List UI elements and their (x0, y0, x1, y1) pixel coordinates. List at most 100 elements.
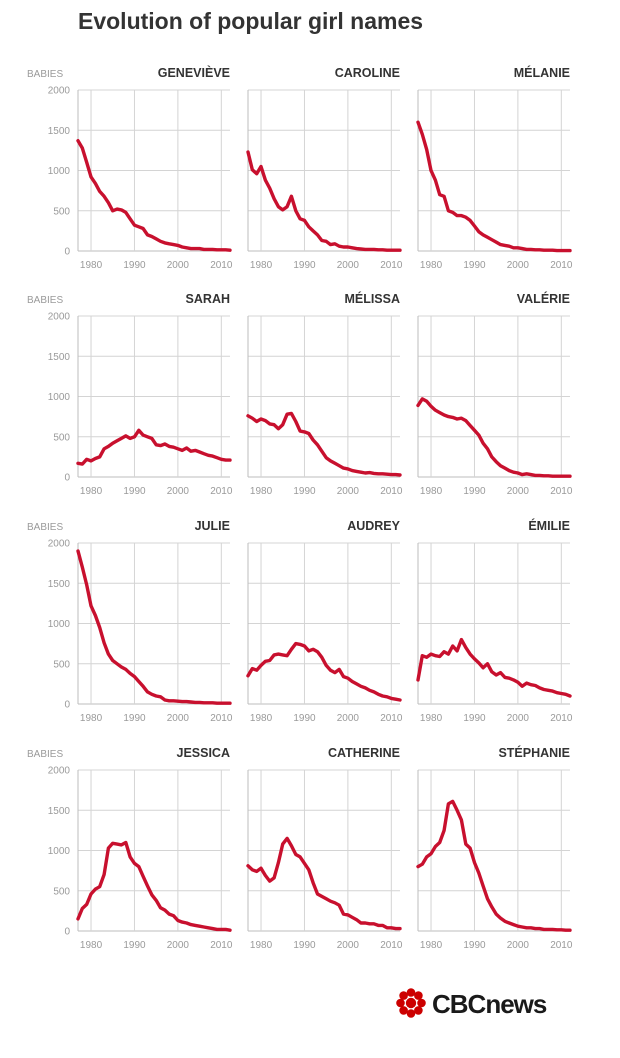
x-tick-label: 1980 (420, 260, 443, 271)
small-multiples-chart-grid: 0 500 1000 1500 2000 1980 1990 2000 2010 BABIES GE… (27, 65, 573, 951)
x-tick-label: 1980 (250, 940, 273, 951)
y-tick-label: 2000 (48, 86, 71, 97)
x-tick-label: 2000 (507, 486, 530, 497)
series-line-melissa (246, 411, 402, 477)
x-tick-label: 2010 (380, 940, 403, 951)
x-tick-label: 1990 (123, 940, 146, 951)
x-tick-label: 2010 (380, 713, 403, 724)
y-tick-label: 0 (64, 927, 70, 938)
series-line-melanie (416, 120, 572, 253)
x-tick-label: 1980 (250, 260, 273, 271)
x-tick-label: 1980 (80, 713, 103, 724)
panel-title: JULIE (195, 519, 230, 533)
y-tick-label: 1000 (48, 392, 71, 403)
series-line-valerie (416, 397, 572, 478)
panel-title: VALÉRIE (517, 291, 570, 306)
panel-audrey: 1980 1990 2000 2010 AUDREY (246, 519, 403, 724)
panel-title: STÉPHANIE (498, 745, 570, 760)
panel-catherine: 1980 1990 2000 2010 CATHERINE (246, 746, 403, 951)
series-line-emilie (416, 637, 572, 698)
x-tick-label: 2010 (210, 486, 233, 497)
x-tick-label: 1990 (293, 713, 316, 724)
x-tick-label: 2010 (380, 486, 403, 497)
y-axis-title: BABIES (27, 69, 63, 80)
page-title: Evolution of popular girl names (78, 8, 424, 34)
y-tick-label: 1500 (48, 126, 71, 137)
x-tick-label: 2010 (550, 260, 573, 271)
x-tick-label: 1990 (293, 940, 316, 951)
y-tick-label: 1000 (48, 846, 71, 857)
x-tick-label: 1980 (80, 260, 103, 271)
panel-melissa: 1980 1990 2000 2010 MÉLISSA (246, 291, 403, 497)
panel-genevieve: 0 500 1000 1500 2000 1980 1990 2000 2010 BABIES GE… (27, 65, 233, 271)
panel-title: GENEVIÈVE (158, 65, 230, 80)
y-tick-label: 0 (64, 700, 70, 711)
y-tick-label: 2000 (48, 312, 71, 323)
x-tick-label: 2000 (337, 713, 360, 724)
panel-sarah: 0 500 1000 1500 2000 1980 1990 2000 2010 BABIES SA… (27, 292, 233, 497)
series-line-caroline (246, 150, 402, 252)
x-tick-label: 1980 (80, 940, 103, 951)
panel-jessica: 0 500 1000 1500 2000 1980 1990 2000 2010 BABIES JE… (27, 746, 233, 951)
x-tick-label: 2000 (337, 486, 360, 497)
x-tick-label: 1990 (463, 260, 486, 271)
x-tick-label: 1980 (80, 486, 103, 497)
y-axis-title: BABIES (27, 295, 63, 306)
x-tick-label: 2000 (167, 940, 190, 951)
x-tick-label: 1990 (123, 486, 146, 497)
panel-title: JESSICA (177, 746, 231, 760)
panel-title: AUDREY (347, 519, 400, 533)
gem-segment (406, 1009, 416, 1018)
series-line-genevieve (76, 138, 232, 252)
panel-julie: 0 500 1000 1500 2000 1980 1990 2000 2010 BABIES JU… (27, 519, 233, 724)
y-tick-label: 500 (53, 886, 70, 897)
panel-title: ÉMILIE (528, 518, 570, 533)
x-tick-label: 1980 (250, 713, 273, 724)
y-tick-label: 500 (53, 206, 70, 217)
x-tick-label: 2010 (210, 940, 233, 951)
series-line-jessica (76, 840, 232, 932)
y-axis-title: BABIES (27, 522, 63, 533)
x-tick-label: 2010 (210, 260, 233, 271)
x-tick-label: 1980 (420, 486, 443, 497)
gem-segment (414, 1006, 423, 1015)
y-tick-label: 1500 (48, 579, 71, 590)
x-tick-label: 2000 (337, 260, 360, 271)
x-tick-label: 2010 (550, 713, 573, 724)
panel-valerie: 1980 1990 2000 2010 VALÉRIE (416, 291, 573, 497)
panel-melanie: 1980 1990 2000 2010 MÉLANIE (416, 65, 573, 271)
x-tick-label: 2000 (507, 713, 530, 724)
x-tick-label: 1990 (123, 260, 146, 271)
series-line-julie (76, 549, 232, 705)
x-tick-label: 2000 (167, 260, 190, 271)
x-tick-label: 1990 (123, 713, 146, 724)
x-tick-label: 2010 (210, 713, 233, 724)
panel-title: SARAH (186, 292, 230, 306)
x-tick-label: 2000 (507, 260, 530, 271)
x-tick-label: 1980 (420, 940, 443, 951)
x-tick-label: 1980 (420, 713, 443, 724)
x-tick-label: 2010 (550, 486, 573, 497)
series-line-stephanie (416, 799, 572, 932)
series-line-catherine (246, 836, 402, 931)
series-line-audrey (246, 641, 402, 702)
x-tick-label: 2000 (507, 940, 530, 951)
panel-stephanie: 1980 1990 2000 2010 STÉPHANIE (416, 745, 573, 951)
panel-title: CATHERINE (328, 746, 400, 760)
x-tick-label: 1990 (463, 940, 486, 951)
panel-caroline: 1980 1990 2000 2010 CAROLINE (246, 66, 403, 271)
y-tick-label: 0 (64, 473, 70, 484)
y-tick-label: 500 (53, 432, 70, 443)
panel-emilie: 1980 1990 2000 2010 ÉMILIE (416, 518, 573, 724)
x-tick-label: 2010 (380, 260, 403, 271)
y-tick-label: 1500 (48, 806, 71, 817)
x-tick-label: 1990 (293, 486, 316, 497)
y-tick-label: 1500 (48, 352, 71, 363)
y-tick-label: 1000 (48, 166, 71, 177)
y-tick-label: 2000 (48, 539, 71, 550)
x-tick-label: 1990 (463, 713, 486, 724)
panel-title: MÉLANIE (514, 65, 570, 80)
panel-title: MÉLISSA (344, 291, 400, 306)
x-tick-label: 1990 (293, 260, 316, 271)
gem-segment (399, 1006, 408, 1015)
